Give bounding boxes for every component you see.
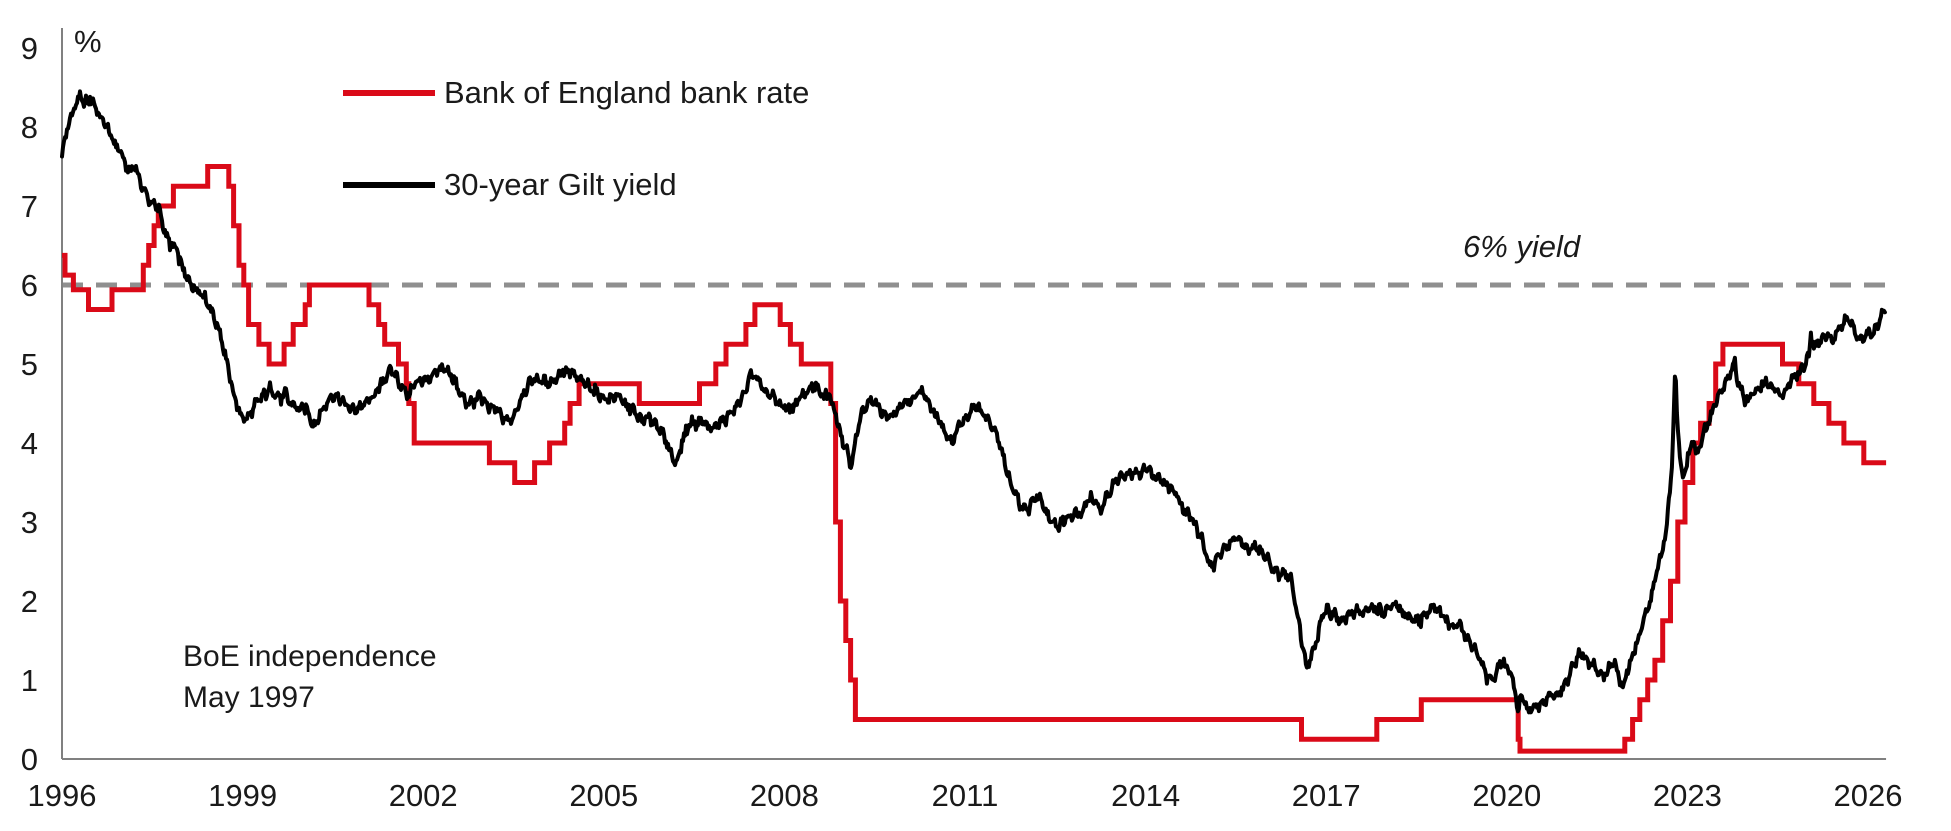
x-axis-tick-label: 2020 — [1472, 778, 1541, 813]
x-axis-tick-label: 2005 — [569, 778, 638, 813]
y-axis-tick-label: 7 — [21, 189, 38, 224]
annotation-line-2: May 1997 — [183, 681, 315, 714]
y-axis-unit-label: % — [74, 24, 102, 59]
y-axis-tick-label: 1 — [21, 663, 38, 698]
x-axis-tick-label: 2014 — [1111, 778, 1180, 813]
x-axis-tick-label: 2008 — [750, 778, 819, 813]
y-axis-tick-label: 2 — [21, 584, 38, 619]
bank-rate-legend-swatch-icon — [343, 90, 435, 96]
y-axis-tick-label: 5 — [21, 347, 38, 382]
gilt-yield-legend-swatch-icon — [343, 182, 435, 188]
x-axis-tick-label: 1996 — [28, 778, 97, 813]
y-axis-tick-label: 3 — [21, 505, 38, 540]
x-axis-tick-label: 2017 — [1292, 778, 1361, 813]
x-axis-tick-label: 2026 — [1834, 778, 1903, 813]
x-axis-tick-label: 2011 — [932, 778, 999, 813]
legend-label-bank-rate: Bank of England bank rate — [444, 75, 810, 110]
boe-independence-annotation: BoE independence May 1997 — [183, 636, 437, 718]
legend-item-bank-rate: Bank of England bank rate — [343, 75, 809, 111]
gilt-yield-line — [60, 89, 1887, 715]
y-axis-tick-label: 0 — [21, 742, 38, 777]
annotation-line-1: BoE independence — [183, 640, 437, 673]
x-axis-tick-label: 2002 — [389, 778, 458, 813]
six-percent-yield-label: 6% yield — [1463, 229, 1581, 264]
y-axis-tick-label: 6 — [21, 268, 38, 303]
x-axis-tick-label: 2023 — [1653, 778, 1722, 813]
x-axis-tick-label: 1999 — [208, 778, 277, 813]
legend-label-gilt-yield: 30-year Gilt yield — [444, 167, 677, 202]
legend-item-gilt-yield: 30-year Gilt yield — [343, 167, 677, 203]
y-axis-tick-label: 9 — [21, 31, 38, 66]
bank-rate-line — [62, 164, 1887, 754]
y-axis-tick-label: 8 — [21, 110, 38, 145]
y-axis-tick-label: 4 — [21, 426, 38, 461]
